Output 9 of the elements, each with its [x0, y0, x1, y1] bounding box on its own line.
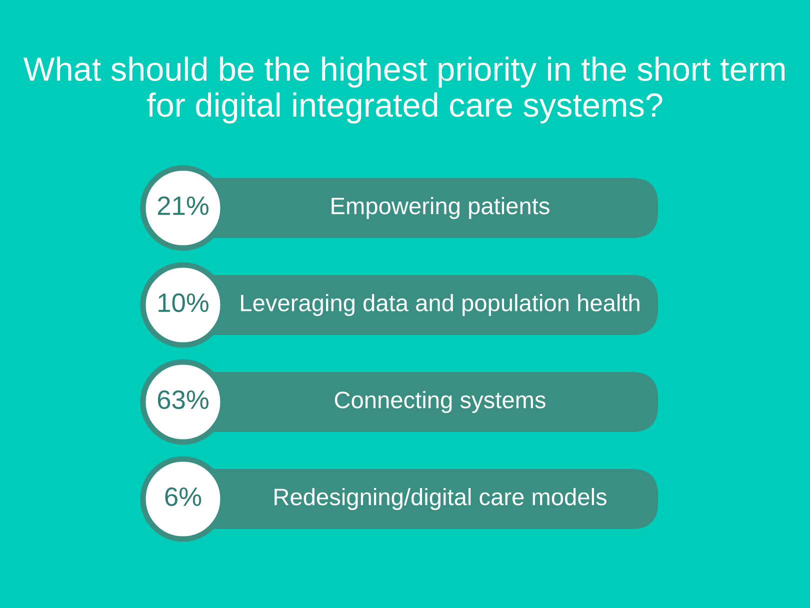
data-label: 6%: [165, 487, 202, 506]
category-label: Leveraging data and population health: [241, 294, 640, 316]
data-label: 63%: [158, 390, 208, 410]
category-label: Empowering patients: [332, 196, 550, 220]
data-label: 21%: [158, 196, 208, 215]
category-label: Connecting systems: [334, 390, 546, 414]
category-label: Redesigning/digital care models: [274, 488, 606, 510]
data-label: 10%: [158, 293, 208, 312]
text: What should be the highest priority in the short term for digital integrated care systems?: [24, 56, 784, 124]
